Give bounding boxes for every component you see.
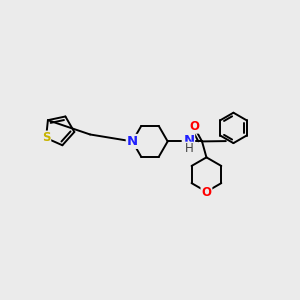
Text: O: O	[201, 186, 212, 200]
Text: O: O	[190, 120, 200, 133]
Text: N: N	[127, 135, 138, 148]
Text: N: N	[184, 134, 195, 147]
Text: H: H	[184, 142, 194, 155]
Text: S: S	[42, 131, 50, 145]
